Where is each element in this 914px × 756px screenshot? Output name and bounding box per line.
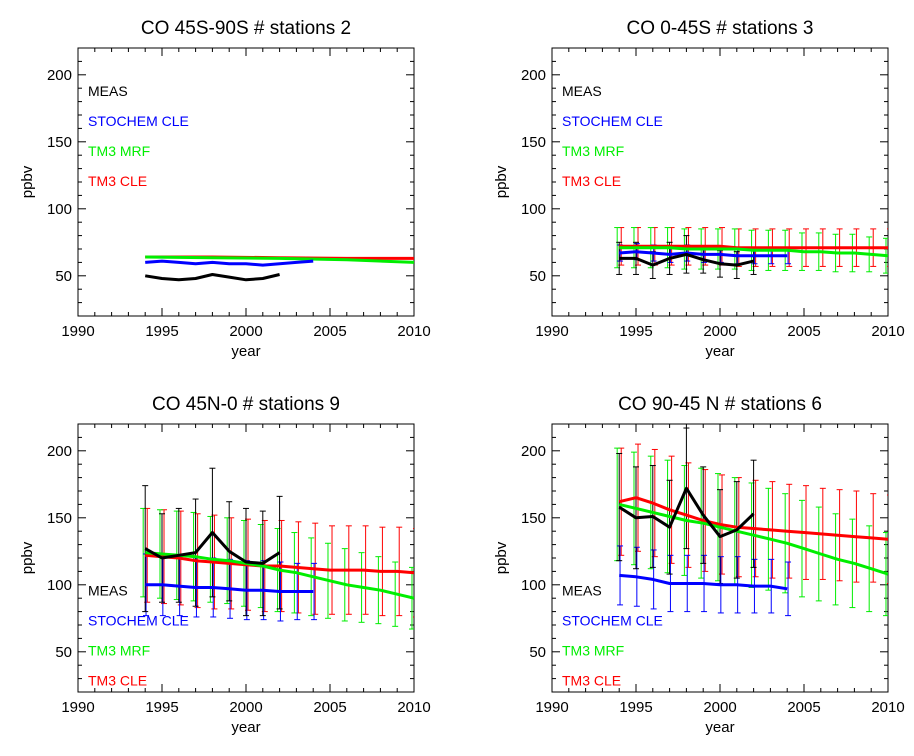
legend-entry-tm3-cle: TM3 CLE — [562, 173, 621, 189]
x-tick-label: 2005 — [313, 323, 346, 340]
legend-entry-tm3-mrf: TM3 MRF — [88, 143, 150, 159]
legend-entry-tm3-mrf: TM3 MRF — [562, 143, 624, 159]
x-tick-label: 1990 — [535, 323, 568, 340]
legend-entry-stochem-cle: STOCHEM CLE — [88, 613, 189, 629]
x-tick-label: 2010 — [871, 323, 904, 340]
y-tick-label: 50 — [529, 644, 546, 661]
x-tick-label: 2010 — [397, 699, 430, 716]
chart-title: CO 45N-0 # stations 9 — [152, 394, 340, 415]
series-line-meas — [618, 486, 755, 539]
legend-entry-meas: MEAS — [562, 583, 602, 599]
x-tick-label: 1995 — [619, 699, 652, 716]
x-tick-label: 2000 — [229, 699, 262, 716]
plot-area — [140, 467, 414, 630]
x-tick-label: 2010 — [397, 323, 430, 340]
series-line-stochem-cle — [145, 259, 314, 267]
x-tick-label: 2005 — [787, 699, 820, 716]
series-line-stochem-cle — [145, 583, 314, 593]
y-tick-label: 150 — [521, 134, 546, 151]
legend-entry-tm3-cle: TM3 CLE — [88, 173, 147, 189]
legend-entry-stochem-cle: STOCHEM CLE — [562, 613, 663, 629]
y-tick-label: 100 — [521, 577, 546, 594]
y-tick-label: 200 — [47, 67, 72, 84]
series-line-tm3-mrf — [619, 246, 888, 258]
x-tick-label: 1995 — [619, 323, 652, 340]
series-line-tm3-mrf — [618, 502, 888, 576]
legend-entry-tm3-mrf: TM3 MRF — [562, 643, 624, 659]
legend-entry-meas: MEAS — [88, 583, 128, 599]
chart-title: CO 0-45S # stations 3 — [627, 18, 814, 39]
x-tick-label: 2000 — [229, 323, 262, 340]
plot-area — [614, 227, 888, 279]
y-axis-label: ppbv — [19, 541, 36, 574]
legend-entry-meas: MEAS — [88, 83, 128, 99]
legend-entry-tm3-cle: TM3 CLE — [562, 673, 621, 689]
x-axis-label: year — [705, 719, 734, 736]
x-tick-label: 2010 — [871, 699, 904, 716]
plot-area — [614, 427, 888, 617]
x-tick-label: 1990 — [535, 699, 568, 716]
x-tick-label: 2000 — [703, 699, 736, 716]
x-tick-label: 2000 — [703, 323, 736, 340]
y-tick-label: 50 — [529, 268, 546, 285]
chart-panel-2: CO 0-45S # stations 3 50 100 150 200 1990 1995… — [493, 18, 905, 360]
chart-panel-4: CO 90-45 N # stations 6 50 100 150 200 1990 19… — [493, 394, 905, 736]
legend-entry-tm3-mrf: TM3 MRF — [88, 643, 150, 659]
y-tick-label: 150 — [521, 510, 546, 527]
series-line-meas — [144, 273, 280, 282]
y-tick-label: 200 — [521, 67, 546, 84]
y-tick-label: 50 — [55, 644, 72, 661]
legend-entry-tm3-cle: TM3 CLE — [88, 673, 147, 689]
x-axis-label: year — [231, 719, 260, 736]
y-tick-label: 100 — [521, 201, 546, 218]
x-tick-label: 1990 — [61, 323, 94, 340]
series-line-meas — [144, 531, 281, 565]
series-line-tm3-mrf — [145, 551, 414, 600]
legend-entry-stochem-cle: STOCHEM CLE — [562, 113, 663, 129]
plot-area — [144, 255, 414, 282]
y-tick-label: 150 — [47, 510, 72, 527]
series-line-tm3-cle — [618, 496, 888, 541]
series-line-meas — [619, 252, 754, 267]
series-line-stochem-cle — [619, 573, 788, 591]
legend-entry-stochem-cle: STOCHEM CLE — [88, 113, 189, 129]
y-tick-label: 100 — [47, 577, 72, 594]
legend-entry-meas: MEAS — [562, 83, 602, 99]
x-tick-label: 1990 — [61, 699, 94, 716]
y-tick-label: 50 — [55, 268, 72, 285]
y-tick-label: 150 — [47, 134, 72, 151]
x-axis-label: year — [231, 343, 260, 360]
y-tick-label: 200 — [47, 443, 72, 460]
chart-panel-1: CO 45S-90S # stations 2 50 100 150 200 1990 19… — [19, 18, 431, 360]
series-line-tm3-mrf — [145, 255, 414, 264]
x-tick-label: 2005 — [313, 699, 346, 716]
y-axis-label: ppbv — [19, 165, 36, 198]
y-axis-label: ppbv — [493, 541, 510, 574]
series-line-tm3-cle — [145, 553, 414, 575]
series-line-stochem-cle — [619, 250, 788, 258]
chart-panel-3: CO 45N-0 # stations 9 50 100 150 200 1990 1995… — [19, 394, 431, 736]
x-tick-label: 2005 — [787, 323, 820, 340]
y-tick-label: 200 — [521, 443, 546, 460]
y-axis-label: ppbv — [493, 165, 510, 198]
x-axis-label: year — [705, 343, 734, 360]
x-tick-label: 1995 — [145, 699, 178, 716]
x-tick-label: 1995 — [145, 323, 178, 340]
chart-title: CO 45S-90S # stations 2 — [141, 18, 351, 39]
y-tick-label: 100 — [47, 201, 72, 218]
chart-title: CO 90-45 N # stations 6 — [618, 394, 822, 415]
